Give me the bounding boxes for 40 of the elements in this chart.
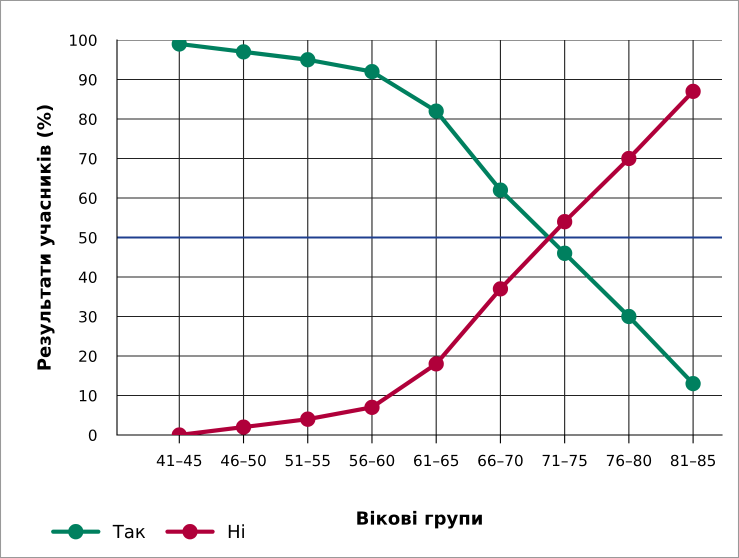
y-tick-label: 90 — [79, 74, 97, 86]
point — [557, 214, 572, 230]
y-axis-title: Результати учасників (%) — [36, 105, 55, 370]
point — [492, 281, 508, 296]
x-tick-label: 51–55 — [286, 454, 330, 466]
point — [557, 246, 572, 261]
x-tick-label: 56–60 — [350, 454, 394, 466]
y-tick-label: 80 — [79, 113, 97, 126]
point — [428, 103, 444, 119]
y-tick-label: 60 — [79, 192, 97, 204]
y-tick-label: 70 — [79, 152, 97, 165]
y-tick-label: 10 — [80, 390, 97, 402]
x-tick-label: 66–70 — [478, 454, 523, 466]
point — [236, 419, 252, 435]
x-tick-label: 76–80 — [606, 454, 652, 466]
point — [621, 308, 637, 324]
x-tick-label: 61–65 — [414, 454, 458, 466]
point — [364, 64, 380, 80]
point — [492, 182, 508, 198]
legend-label: Ні — [228, 524, 244, 538]
y-tick-label: 30 — [79, 310, 97, 323]
y-tick-label: 20 — [79, 350, 97, 362]
x-tick-label: 41–45 — [156, 454, 202, 466]
x-axis-title: Вікові групи — [357, 510, 482, 529]
point — [236, 44, 252, 60]
point — [364, 400, 380, 415]
point — [300, 412, 316, 427]
point — [428, 356, 444, 372]
x-tick-label: 81–85 — [670, 454, 716, 466]
x-tick-label: 46–50 — [221, 454, 266, 466]
y-tick-label: 50 — [79, 232, 97, 244]
y-tick-label: 0 — [88, 429, 97, 442]
point — [685, 376, 701, 392]
legend-label: Так — [112, 524, 146, 538]
point — [621, 150, 637, 166]
y-tick-label: 100 — [70, 34, 97, 46]
point — [300, 52, 316, 68]
y-tick-label: 40 — [78, 271, 97, 284]
x-tick-label: 71–75 — [542, 454, 587, 466]
point — [685, 84, 701, 99]
